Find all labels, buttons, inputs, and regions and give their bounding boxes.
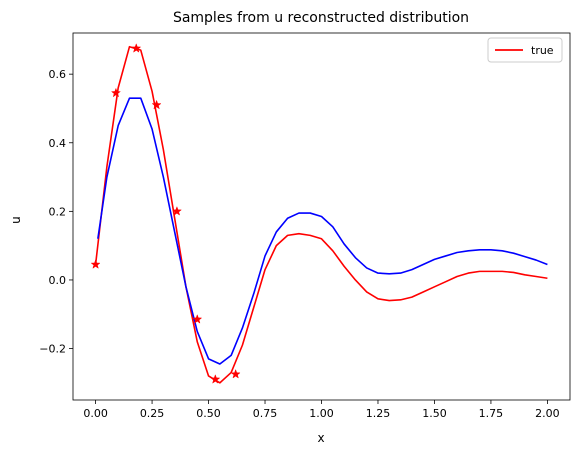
y-tick-label: −0.2 bbox=[39, 343, 66, 356]
x-tick-label: 2.00 bbox=[535, 407, 560, 420]
y-tick-label: 0.0 bbox=[49, 274, 67, 287]
sample-point bbox=[131, 43, 142, 53]
legend-frame bbox=[487, 37, 563, 63]
sample-point bbox=[171, 206, 182, 216]
x-tick-label: 1.50 bbox=[422, 407, 447, 420]
x-tick-label: 1.00 bbox=[309, 407, 334, 420]
sample-point bbox=[90, 259, 101, 269]
sample-point bbox=[192, 314, 203, 324]
series-line-1 bbox=[97, 97, 548, 365]
series-line-0 bbox=[94, 45, 548, 384]
x-tick-label: 0.50 bbox=[196, 407, 221, 420]
plot-frame bbox=[72, 32, 571, 401]
x-tick-label: 0.75 bbox=[253, 407, 278, 420]
y-axis-label: u bbox=[9, 216, 23, 224]
legend-label-true: true bbox=[531, 44, 554, 57]
x-tick-label: 1.25 bbox=[366, 407, 391, 420]
x-axis-label: x bbox=[317, 431, 324, 445]
y-tick-label: 0.4 bbox=[49, 137, 67, 150]
x-tick-label: 0.25 bbox=[140, 407, 165, 420]
y-tick-label: 0.2 bbox=[49, 205, 67, 218]
y-tick-label: 0.6 bbox=[49, 68, 67, 81]
sample-point bbox=[210, 374, 221, 384]
x-tick-label: 0.00 bbox=[83, 407, 108, 420]
axes: 0.00 0.25 0.50 0.75 1.00 1.25 1.50 1.75 2.00 −0.2… bbox=[39, 32, 571, 420]
sample-point bbox=[151, 99, 162, 110]
x-tick-label: 1.75 bbox=[479, 407, 504, 420]
sample-point bbox=[230, 368, 241, 379]
sample-point bbox=[110, 87, 121, 98]
chart-title: Samples from u reconstructed distributio… bbox=[173, 10, 469, 26]
legend: true bbox=[487, 37, 563, 63]
